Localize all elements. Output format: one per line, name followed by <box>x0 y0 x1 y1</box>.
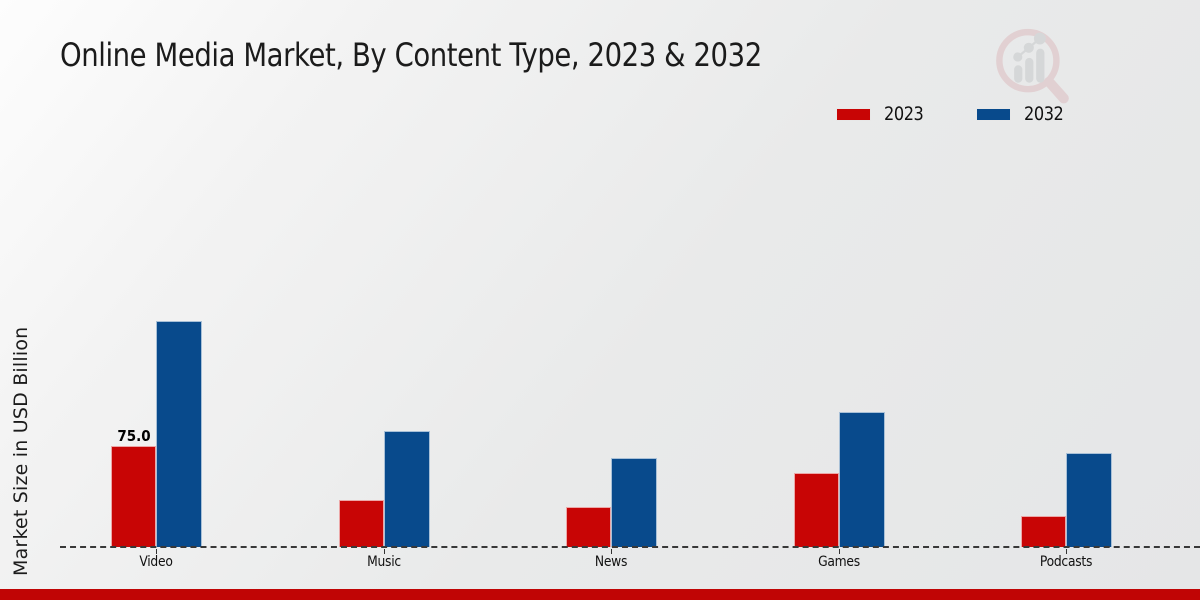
bar-2032-news <box>611 458 657 547</box>
x-axis-tick-label-video: Video <box>139 554 173 570</box>
legend-swatch-2023 <box>836 107 871 121</box>
bar-2032-podcasts <box>1066 453 1112 547</box>
legend-item-2032: 2032 <box>976 103 1070 125</box>
legend: 2023 2032 <box>836 100 1071 128</box>
bar-2032-games <box>838 412 885 547</box>
x-axis-tick-podcasts <box>1066 549 1067 554</box>
legend-item-2023: 2023 <box>836 103 930 125</box>
x-axis-line <box>60 546 1200 548</box>
legend-swatch-2032 <box>976 107 1012 121</box>
legend-label-2023: 2023 <box>884 103 924 125</box>
footer-accent-bar <box>0 589 1200 600</box>
bar-2023-video <box>111 446 156 547</box>
chart-title: Online Media Market, By Content Type, 20… <box>60 36 762 74</box>
bar-value-label-2023-video: 75.0 <box>116 427 151 445</box>
bar-2023-news <box>566 507 611 547</box>
x-axis-tick-label-news: News <box>594 554 628 570</box>
bar-2023-music <box>338 500 384 547</box>
bar-2032-music <box>383 431 430 547</box>
x-axis-tick-label-music: Music <box>366 554 401 570</box>
legend-label-2032: 2032 <box>1024 103 1064 125</box>
x-axis-tick-label-podcasts: Podcasts <box>1039 554 1093 570</box>
x-axis-tick-games <box>838 549 840 554</box>
x-axis-tick-label-games: Games <box>817 554 860 570</box>
bar-2023-games <box>793 473 839 547</box>
brand-logo-watermark-icon <box>996 28 1069 104</box>
bar-2032-video <box>156 321 202 547</box>
x-axis-tick-music <box>383 549 385 554</box>
x-axis-tick-video <box>156 549 157 554</box>
x-axis-tick-news <box>611 549 612 554</box>
bar-2023-podcasts <box>1021 516 1066 547</box>
